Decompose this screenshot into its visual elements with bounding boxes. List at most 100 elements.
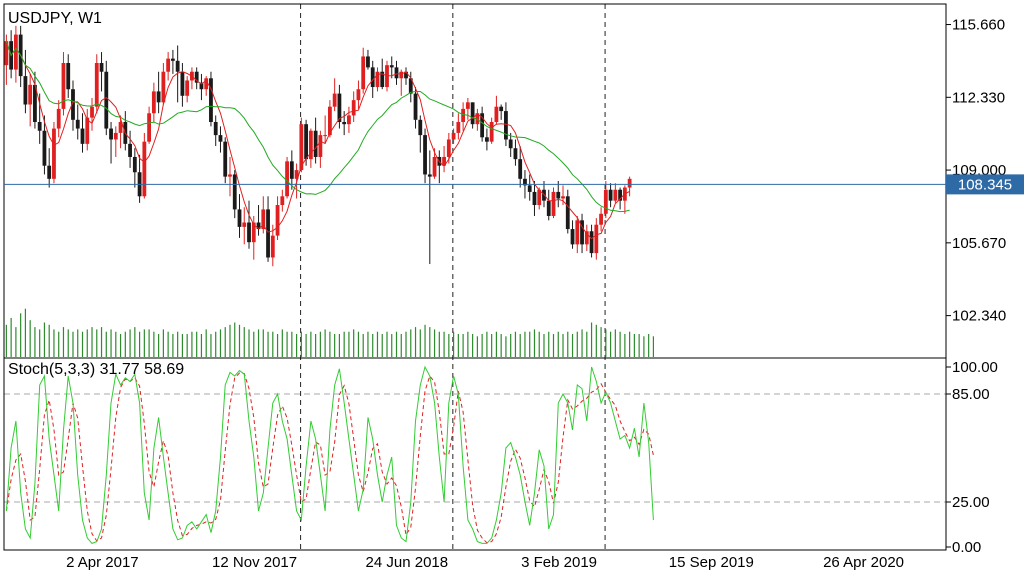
candle-body (37, 122, 42, 131)
candle-body (170, 58, 175, 61)
candle (580, 213, 584, 254)
candle (170, 49, 175, 74)
candle (347, 106, 351, 133)
candle (584, 224, 589, 251)
candle (166, 52, 171, 81)
candle-body (504, 111, 508, 140)
stochastic-oscillator[interactable] (4, 365, 946, 544)
candle (128, 130, 132, 168)
candle-body (194, 71, 199, 83)
time-axis-label: 12 Nov 2017 (212, 554, 297, 571)
slow-moving-average (5, 40, 630, 213)
candle (599, 207, 603, 232)
candle-body (489, 122, 494, 142)
candle-body (423, 135, 427, 175)
candle (266, 196, 270, 262)
candle-body (523, 178, 527, 186)
candle (4, 34, 9, 85)
candle-body (228, 174, 232, 177)
candle-body (285, 161, 289, 197)
candle-body (251, 222, 256, 243)
candle (308, 128, 313, 168)
candle (332, 78, 337, 112)
time-axis-label: 15 Sep 2019 (669, 554, 754, 571)
stochastic-axis: 100.00 85.00 25.00 0.00 (946, 359, 998, 556)
candle (508, 132, 513, 157)
candle (33, 71, 37, 129)
candle (366, 49, 370, 70)
candle (480, 106, 485, 142)
candle (66, 54, 71, 98)
vertical-gridlines (300, 4, 606, 550)
candle (532, 181, 537, 216)
candle (42, 115, 47, 175)
stoch-axis-label: 0.00 (952, 539, 981, 556)
candle-body (128, 143, 132, 157)
candle (56, 100, 61, 138)
candle-body (209, 78, 213, 122)
candle-body (465, 102, 470, 109)
candle-body (332, 93, 337, 107)
candle-body (156, 91, 161, 103)
candle-body (66, 63, 71, 90)
candle (156, 71, 161, 114)
candle (404, 67, 408, 85)
candle-body (308, 130, 313, 160)
candle (565, 189, 570, 234)
candle-body (71, 89, 75, 120)
candle (561, 185, 565, 206)
candle (223, 137, 228, 184)
candle-body (313, 130, 318, 157)
candle (142, 132, 147, 199)
candle-body (199, 82, 204, 90)
candle-body (546, 200, 551, 216)
candle-body (33, 84, 37, 122)
price-axis-label: 112.330 (952, 89, 1005, 106)
candle-body (80, 128, 85, 144)
candle-body (513, 148, 518, 160)
candle-body (389, 65, 394, 68)
candle (546, 189, 551, 221)
candle-body (166, 58, 171, 72)
candle-body (580, 220, 584, 245)
candle (213, 115, 218, 147)
candle-body (527, 185, 532, 192)
candle-body (299, 124, 304, 171)
volume-bars (5, 308, 655, 357)
candle (361, 47, 366, 94)
candle-body (408, 78, 413, 94)
candle-body (151, 91, 156, 114)
candle-body (347, 115, 351, 125)
candle-body (180, 71, 185, 96)
candle (242, 207, 247, 245)
candle-body (218, 135, 223, 142)
candle (337, 84, 342, 129)
candle (423, 128, 427, 184)
candle-body (532, 191, 537, 206)
candle (313, 117, 318, 164)
candle-body (494, 106, 499, 122)
moving-average-lines (5, 40, 630, 240)
candle-body (599, 213, 603, 225)
candle (204, 76, 209, 96)
candle-body (399, 71, 404, 79)
candle (75, 104, 80, 140)
candle-body (94, 63, 99, 107)
candle (408, 71, 413, 103)
candle (251, 215, 256, 260)
candle (356, 80, 361, 109)
candle (518, 146, 523, 188)
candle-body (275, 205, 280, 236)
candle (247, 200, 251, 249)
candle-body (556, 191, 561, 199)
candle (442, 146, 446, 173)
candle-body (351, 100, 356, 116)
candle (23, 49, 28, 114)
candle-body (47, 165, 52, 179)
candle-body (380, 71, 385, 88)
time-axis-label: 26 Apr 2020 (823, 554, 904, 571)
candle (180, 63, 185, 107)
candle (285, 156, 289, 199)
candle (99, 52, 104, 92)
candle-body (175, 60, 180, 72)
